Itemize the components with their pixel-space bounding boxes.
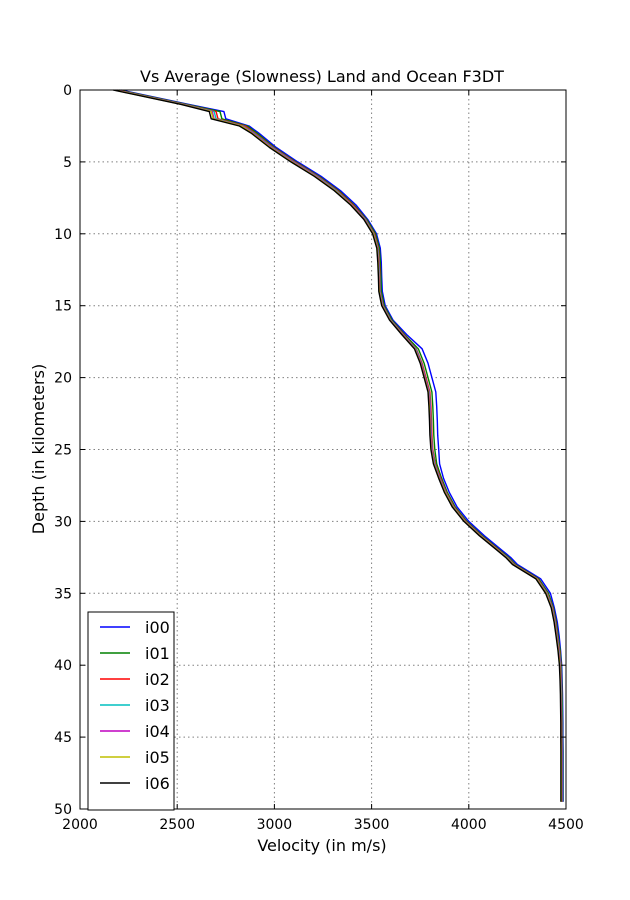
axis-ticks: 2000 2500 3000 3500 4000 4500 0 5 10 15 20 25 30 35 40… <box>54 83 584 833</box>
y-axis-label: Depth (in kilometers) <box>29 364 48 534</box>
x-tick-label: 3500 <box>354 817 390 833</box>
y-tick-label: 10 <box>54 227 72 243</box>
legend-label: i00 <box>145 618 170 637</box>
legend-box <box>87 611 175 811</box>
series-lines <box>112 89 564 802</box>
y-tick-label: 20 <box>54 371 72 387</box>
x-tick-label: 2000 <box>62 817 98 833</box>
x-axis-label: Velocity (in m/s) <box>257 836 386 855</box>
legend-label: i05 <box>145 748 170 767</box>
series-line-i06 <box>112 89 562 802</box>
chart-title: Vs Average (Slowness) Land and Ocean F3D… <box>140 67 504 86</box>
y-tick-label: 25 <box>54 443 72 459</box>
x-tick-label: 2500 <box>159 817 195 833</box>
legend-label: i03 <box>145 696 170 715</box>
legend-label: i04 <box>145 722 170 741</box>
y-tick-label: 15 <box>54 299 72 315</box>
x-tick-label: 3000 <box>257 817 293 833</box>
legend-label: i01 <box>145 644 170 663</box>
y-tick-label: 30 <box>54 514 72 530</box>
y-tick-label: 5 <box>63 155 72 171</box>
y-tick-label: 40 <box>54 658 72 674</box>
x-tick-label: 4500 <box>548 817 584 833</box>
y-tick-label: 35 <box>54 586 72 602</box>
y-tick-label: 45 <box>54 730 72 746</box>
x-tick-label: 4000 <box>451 817 487 833</box>
y-tick-label: 0 <box>63 83 72 99</box>
y-tick-label: 50 <box>54 802 72 818</box>
legend: i00 i01 i02 i03 i04 i05 i06 <box>87 611 175 811</box>
legend-label: i06 <box>145 774 170 793</box>
legend-label: i02 <box>145 670 170 689</box>
